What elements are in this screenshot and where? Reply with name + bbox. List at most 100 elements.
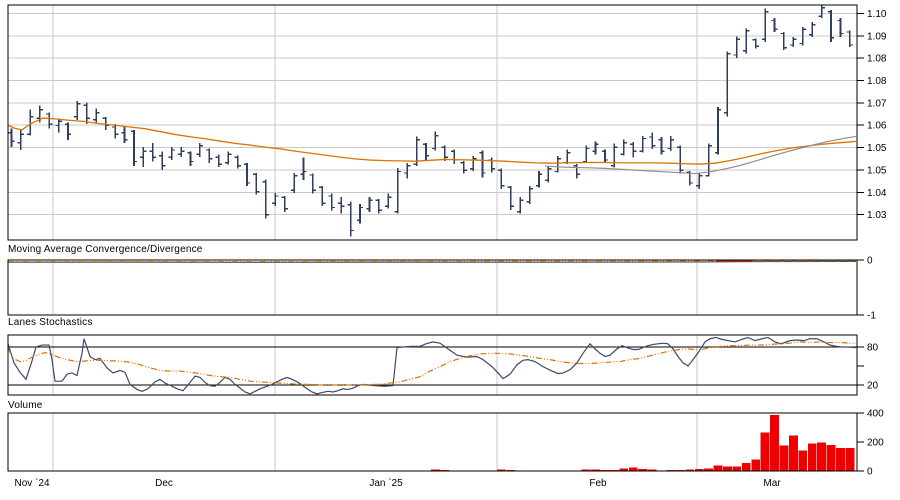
ohlc-bar bbox=[761, 8, 769, 42]
volume-bar bbox=[506, 469, 516, 471]
ohlc-bar bbox=[111, 124, 119, 139]
y-axis-label: 1.08 bbox=[867, 76, 887, 87]
ohlc-bar bbox=[328, 193, 335, 211]
ohlc-bar bbox=[799, 26, 806, 46]
vol-panel-border bbox=[7, 412, 858, 472]
ohlc-bar bbox=[83, 102, 91, 125]
volume-bar bbox=[836, 447, 845, 471]
volume-bar bbox=[666, 469, 676, 471]
volume-bar bbox=[826, 444, 836, 471]
ohlc-bar bbox=[611, 143, 618, 168]
ohlc-bar bbox=[64, 122, 72, 140]
ohlc-bar bbox=[93, 108, 100, 123]
volume-bar bbox=[694, 468, 704, 471]
ohlc-bar bbox=[27, 109, 34, 136]
stoch-k-line bbox=[7, 336, 857, 395]
y-axis-label: 400 bbox=[867, 409, 884, 420]
volume-bar bbox=[675, 469, 685, 471]
ohlc-bar bbox=[347, 201, 354, 237]
ohlc-bar bbox=[601, 149, 609, 163]
ohlc-bar bbox=[432, 131, 439, 151]
ohlc-bar bbox=[272, 193, 279, 207]
volume-bar bbox=[431, 469, 440, 471]
ohlc-bar bbox=[516, 196, 524, 214]
y-axis-label: 20 bbox=[867, 381, 879, 392]
ohlc-bar bbox=[375, 198, 383, 214]
ohlc-bar bbox=[177, 147, 185, 158]
ohlc-bar bbox=[55, 118, 62, 133]
ohlc-bar bbox=[74, 101, 81, 120]
ohlc-bar bbox=[224, 151, 232, 165]
ohlc-bar bbox=[441, 145, 449, 161]
volume-bar bbox=[845, 447, 855, 471]
x-axis-label: Feb bbox=[589, 478, 607, 489]
stochastics-panel-title: Lanes Stochastics bbox=[8, 317, 93, 328]
ohlc-bar bbox=[592, 141, 599, 155]
ohlc-bar bbox=[837, 18, 844, 37]
volume-bar bbox=[723, 466, 732, 471]
ohlc-bar bbox=[582, 145, 590, 163]
x-axis-label: Dec bbox=[155, 478, 173, 489]
ohlc-bar bbox=[507, 185, 514, 210]
volume-bar bbox=[685, 469, 695, 471]
volume-bar bbox=[779, 445, 789, 471]
ohlc-bar bbox=[752, 38, 759, 49]
ohlc-bar bbox=[827, 9, 835, 43]
ohlc-bar bbox=[385, 193, 392, 209]
ohlc-bar bbox=[45, 112, 53, 129]
ohlc-bar bbox=[356, 203, 364, 224]
gridlines bbox=[8, 5, 857, 471]
volume-bar bbox=[628, 467, 638, 471]
volume-bar bbox=[647, 469, 657, 471]
ohlc-bar bbox=[168, 147, 175, 160]
ohlc-bar bbox=[498, 168, 505, 189]
ohlc-bar bbox=[724, 51, 731, 117]
x-axis-label: Jan `25 bbox=[369, 478, 403, 489]
ohlc-bar bbox=[780, 31, 788, 51]
ohlc-bar bbox=[262, 179, 270, 219]
ohlc-bar bbox=[319, 185, 326, 207]
ohlc-bar bbox=[469, 156, 477, 171]
volume-bar bbox=[581, 469, 591, 471]
ohlc-bar bbox=[338, 196, 345, 214]
y-axis-label: 1.10 bbox=[867, 9, 887, 20]
y-axis-label: 1.08 bbox=[867, 54, 887, 65]
ohlc-bar bbox=[451, 149, 458, 165]
ohlc-bar bbox=[149, 142, 156, 162]
volume-bar bbox=[789, 435, 798, 471]
ohlc-bar bbox=[809, 22, 816, 37]
volume-bar bbox=[732, 466, 742, 471]
stoch-panel-border bbox=[7, 334, 858, 396]
ohlc-bar bbox=[366, 196, 373, 212]
y-axis-label: 1.05 bbox=[867, 165, 887, 176]
ohlc-bar bbox=[714, 106, 722, 155]
macd-line-line bbox=[7, 260, 857, 263]
y-axis-label: 1.03 bbox=[867, 210, 887, 221]
volume-bar bbox=[704, 468, 713, 471]
ohlc-bar bbox=[695, 173, 703, 189]
volume-bar bbox=[798, 450, 808, 471]
volume-bar bbox=[496, 469, 506, 471]
y-axis-label: 1.09 bbox=[867, 31, 887, 42]
y-axis-label: 0 bbox=[867, 467, 873, 478]
stoch-d-line bbox=[7, 341, 856, 386]
volume-bar bbox=[817, 442, 826, 471]
ohlc-bar bbox=[846, 30, 854, 47]
volume-bars bbox=[431, 415, 855, 471]
x-axis-labels: Nov `24 Dec Jan `25 Feb Mar bbox=[0, 478, 900, 492]
ohlc-bar bbox=[733, 36, 741, 58]
x-axis-label: Mar bbox=[763, 478, 781, 489]
ohlc-bar bbox=[243, 162, 251, 186]
ohlc-bar bbox=[658, 137, 665, 155]
ohlc-bar bbox=[677, 145, 684, 174]
y-axis-label: 1.06 bbox=[867, 121, 887, 132]
volume-bar bbox=[751, 459, 761, 471]
ohlc-bar bbox=[705, 143, 712, 177]
y-axis-label: -1 bbox=[867, 311, 876, 322]
ohlc-bar bbox=[648, 132, 656, 150]
volume-bar bbox=[619, 468, 629, 471]
ohlc-bar bbox=[630, 142, 637, 158]
ohlc-bar bbox=[206, 148, 213, 163]
